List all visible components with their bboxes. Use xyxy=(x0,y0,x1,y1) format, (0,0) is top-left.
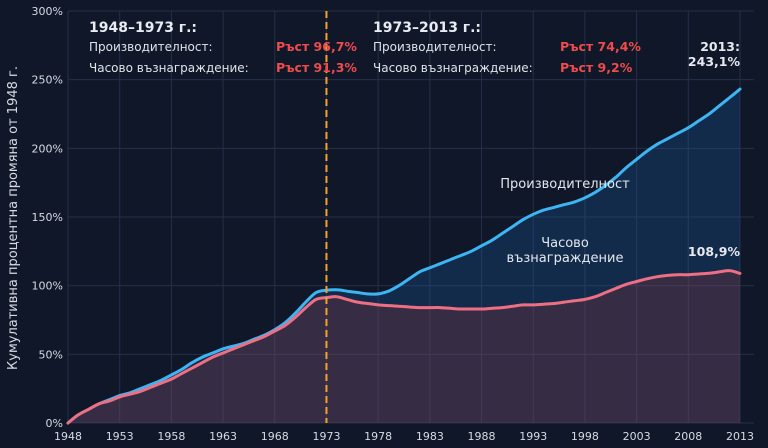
end-prod-value: 243,1% xyxy=(688,54,741,69)
series-line-productivity xyxy=(66,87,742,425)
y-axis-ticks: 0% 50% 100% 150% 200% 250% 300% xyxy=(32,5,63,430)
x-tick-label: 1963 xyxy=(209,430,237,443)
y-tick-label: 50% xyxy=(39,348,63,361)
grid-lines xyxy=(67,10,754,424)
period1-prod-label: Производителност: xyxy=(89,40,213,54)
y-tick-label: 200% xyxy=(32,142,63,155)
x-tick-label: 1953 xyxy=(106,430,134,443)
series-areas xyxy=(68,89,740,423)
period1-comp-label: Часово възнаграждение: xyxy=(89,61,249,75)
series-label-compensation-line2: възнаграждение xyxy=(507,251,624,266)
x-tick-label: 1973 xyxy=(312,430,340,443)
y-axis-label: Кумулативна процентна промяна от 1948 г. xyxy=(6,66,21,370)
x-tick-label: 1993 xyxy=(519,430,547,443)
x-tick-label: 1948 xyxy=(54,430,82,443)
period2-prod-value: Ръст 74,4% xyxy=(560,39,641,54)
x-tick-label: 1978 xyxy=(364,430,392,443)
x-tick-label: 2008 xyxy=(674,430,702,443)
x-tick-label: 1988 xyxy=(468,430,496,443)
y-tick-label: 150% xyxy=(32,211,63,224)
series-lines xyxy=(66,87,742,425)
y-tick-label: 300% xyxy=(32,5,63,18)
period2-comp-value: Ръст 9,2% xyxy=(560,60,633,75)
period1-prod-value: Ръст 96,7% xyxy=(276,39,357,54)
productivity-gap-area xyxy=(68,89,740,423)
x-tick-label: 2003 xyxy=(623,430,651,443)
period1-comp-value: Ръст 91,3% xyxy=(276,60,357,75)
x-tick-label: 1958 xyxy=(157,430,185,443)
y-tick-label: 250% xyxy=(32,74,63,87)
series-label-productivity: Производителност xyxy=(500,177,630,192)
period2-heading: 1973–2013 г.: xyxy=(373,20,481,36)
end-comp-value: 108,9% xyxy=(688,244,741,259)
x-tick-label: 1983 xyxy=(416,430,444,443)
period2-comp-label: Часово възнаграждение: xyxy=(373,61,533,75)
compensation-area xyxy=(68,270,740,423)
series-line-compensation xyxy=(66,269,742,425)
y-tick-label: 0% xyxy=(46,417,63,430)
x-tick-label: 2013 xyxy=(726,430,754,443)
x-tick-label: 1968 xyxy=(261,430,289,443)
x-axis-ticks: 1948 1953 1958 1963 1968 1973 1978 1983 1988 1993… xyxy=(54,430,754,443)
x-tick-label: 1998 xyxy=(571,430,599,443)
series-label-compensation-line1: Часово xyxy=(541,236,589,251)
end-year-label: 2013: xyxy=(700,39,740,54)
y-tick-label: 100% xyxy=(32,280,63,293)
period2-prod-label: Производителност: xyxy=(373,40,497,54)
period1-heading: 1948–1973 г.: xyxy=(89,20,197,36)
